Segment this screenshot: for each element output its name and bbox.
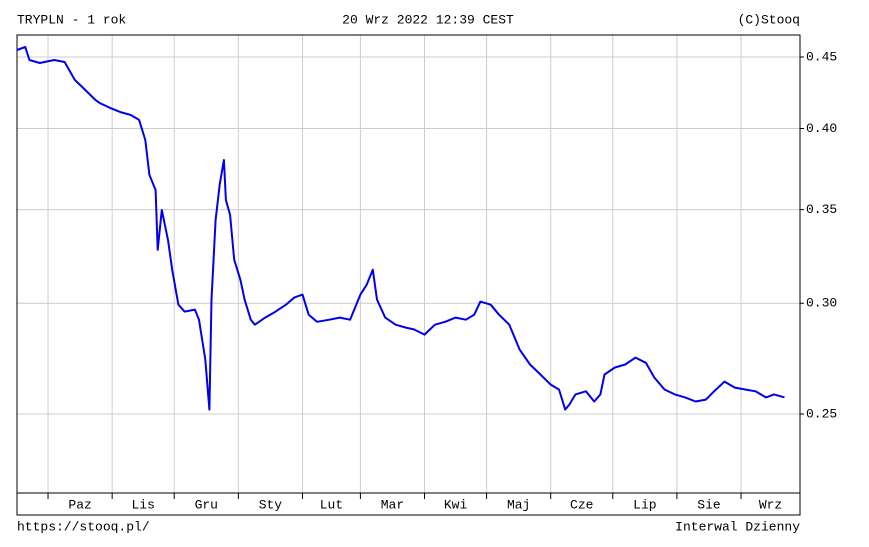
y-tick-label: 0.40 [806, 121, 837, 136]
x-tick-label: Cze [570, 497, 593, 512]
credit: (C)Stooq [738, 12, 800, 27]
footer-right: Interwal Dzienny [675, 519, 800, 534]
price-line [16, 46, 785, 411]
chart-title: TRYPLN - 1 rok [17, 12, 126, 27]
x-tick-label: Wrz [759, 497, 782, 512]
x-tick-label: Sie [697, 497, 720, 512]
footer-left: https://stooq.pl/ [17, 519, 150, 534]
x-tick-label: Gru [195, 497, 218, 512]
x-tick-label: Paz [68, 497, 91, 512]
x-tick-label: Maj [507, 497, 530, 512]
y-tick-label: 0.35 [806, 202, 837, 217]
x-tick-label: Mar [381, 497, 404, 512]
y-tick-label: 0.45 [806, 49, 837, 64]
y-tick-label: 0.25 [806, 406, 837, 421]
chart-subtitle: 20 Wrz 2022 12:39 CEST [342, 12, 514, 27]
x-tick-label: Kwi [444, 497, 468, 512]
x-tick-label: Lip [633, 497, 656, 512]
x-tick-label: Lut [320, 497, 343, 512]
plot-frame [16, 34, 801, 516]
x-tick-label: Sty [259, 497, 283, 512]
x-tick-label: Lis [131, 497, 154, 512]
y-tick-label: 0.30 [806, 296, 837, 311]
